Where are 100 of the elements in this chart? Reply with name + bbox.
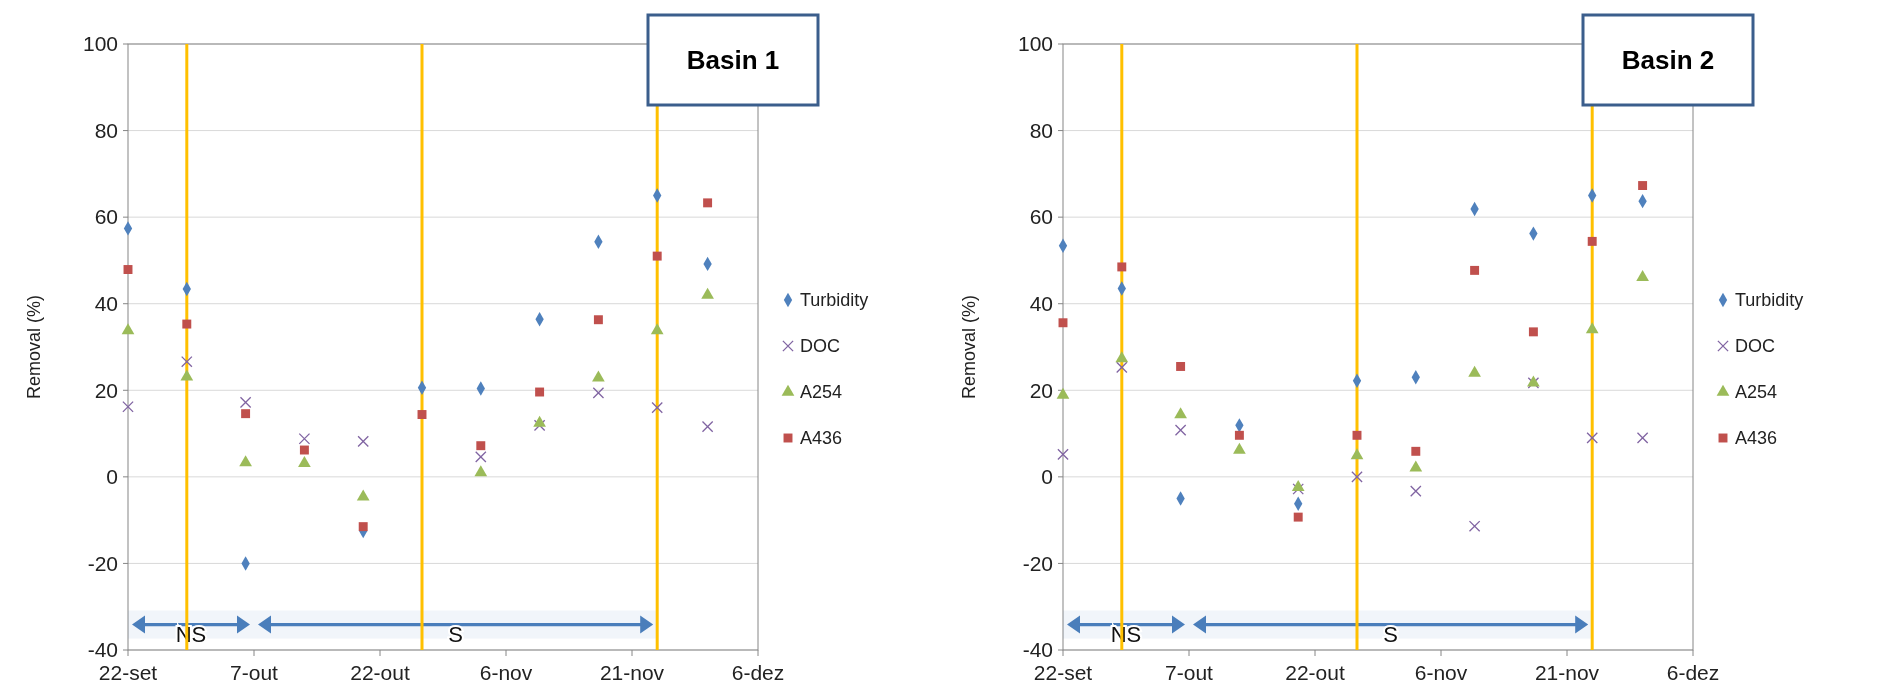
point [121, 323, 135, 335]
point [1586, 432, 1598, 444]
point [592, 387, 605, 399]
point [1468, 365, 1481, 377]
point [123, 265, 133, 274]
point [533, 415, 546, 427]
point [701, 420, 714, 433]
y-tick-label: -40 [87, 638, 118, 662]
point [1174, 424, 1187, 436]
chart-title: Basin 2 [1621, 45, 1715, 76]
point [1470, 265, 1480, 275]
legend-label: A436 [1735, 428, 1778, 449]
point [1291, 479, 1305, 491]
point [1409, 460, 1423, 472]
x-tick-label: 6-dez [1666, 661, 1720, 684]
x-tick-label: 22-set [1033, 661, 1093, 684]
x-tick-label: 7-out [1165, 661, 1214, 684]
point [298, 456, 311, 468]
point [1057, 448, 1069, 461]
point [1587, 236, 1597, 246]
point [1233, 442, 1246, 454]
legend-label: Turbidity [1735, 290, 1804, 311]
y-tick-label: -20 [87, 551, 118, 575]
point [651, 401, 663, 414]
point [592, 370, 605, 382]
band-label: S [1383, 622, 1398, 647]
point [535, 387, 545, 397]
point [650, 323, 664, 335]
point [239, 396, 252, 409]
legend-label: A436 [800, 428, 843, 449]
point [703, 198, 713, 208]
chart-title: Basin 1 [686, 45, 780, 76]
point [241, 409, 251, 419]
legend-label: DOC [1735, 336, 1775, 357]
point [475, 451, 487, 463]
point [299, 445, 309, 455]
y-tick-label: 0 [1041, 465, 1053, 489]
point [182, 319, 192, 329]
point [1115, 351, 1129, 363]
point [1058, 318, 1068, 328]
legend-label: Turbidity [800, 290, 869, 311]
x-tick-label: 7-out [230, 661, 279, 684]
y-tick-label: 80 [1029, 118, 1053, 142]
point [358, 522, 368, 532]
y-tick-label: 100 [82, 32, 118, 56]
legend-label: DOC [800, 336, 840, 357]
point [1638, 181, 1648, 191]
point [357, 435, 369, 448]
point [1585, 322, 1599, 334]
point [1117, 262, 1127, 272]
y-axis-title: Removal (%) [959, 294, 979, 400]
point [1176, 362, 1186, 371]
point [652, 251, 662, 261]
point [1116, 361, 1128, 374]
point [1350, 448, 1364, 460]
y-tick-label: -20 [1022, 551, 1053, 575]
band-label: S [448, 622, 463, 647]
point [298, 433, 311, 445]
y-axis-title: Removal (%) [24, 294, 44, 400]
y-tick-label: 60 [1029, 205, 1053, 229]
y-tick-label: 20 [1029, 378, 1053, 402]
y-tick-label: 80 [94, 118, 118, 142]
y-tick-label: 40 [94, 292, 118, 316]
x-tick-label: 22-out [350, 661, 410, 684]
point [1351, 471, 1363, 483]
point [181, 355, 193, 368]
point [122, 400, 134, 413]
x-tick-label: 22-set [98, 661, 158, 684]
point [474, 465, 488, 477]
y-tick-label: 20 [94, 378, 118, 402]
y-tick-label: 60 [94, 205, 118, 229]
point [1410, 485, 1422, 497]
point [1636, 432, 1649, 444]
x-tick-label: 21-nov [599, 661, 665, 684]
point [417, 410, 427, 419]
point [476, 441, 486, 451]
x-tick-label: 6-nov [479, 661, 533, 684]
y-tick-label: -40 [1022, 638, 1053, 662]
point [356, 489, 370, 501]
point [593, 315, 603, 325]
point [1234, 430, 1244, 440]
point [1174, 407, 1187, 419]
point [1528, 327, 1538, 337]
point [701, 287, 714, 299]
legend-label: A254 [1735, 382, 1778, 403]
x-tick-label: 6-nov [1414, 661, 1468, 684]
y-tick-label: 40 [1029, 292, 1053, 316]
point [1411, 446, 1421, 456]
point [1468, 520, 1481, 532]
point [1056, 387, 1070, 399]
y-tick-label: 100 [1017, 32, 1053, 56]
legend-label: A254 [800, 382, 843, 403]
point [239, 455, 252, 467]
point [180, 369, 194, 381]
x-tick-label: 21-nov [1534, 661, 1600, 684]
y-tick-label: 0 [106, 465, 118, 489]
x-tick-label: 22-out [1285, 661, 1345, 684]
point [1352, 430, 1362, 440]
x-tick-label: 6-dez [731, 661, 785, 684]
point [1293, 512, 1303, 522]
